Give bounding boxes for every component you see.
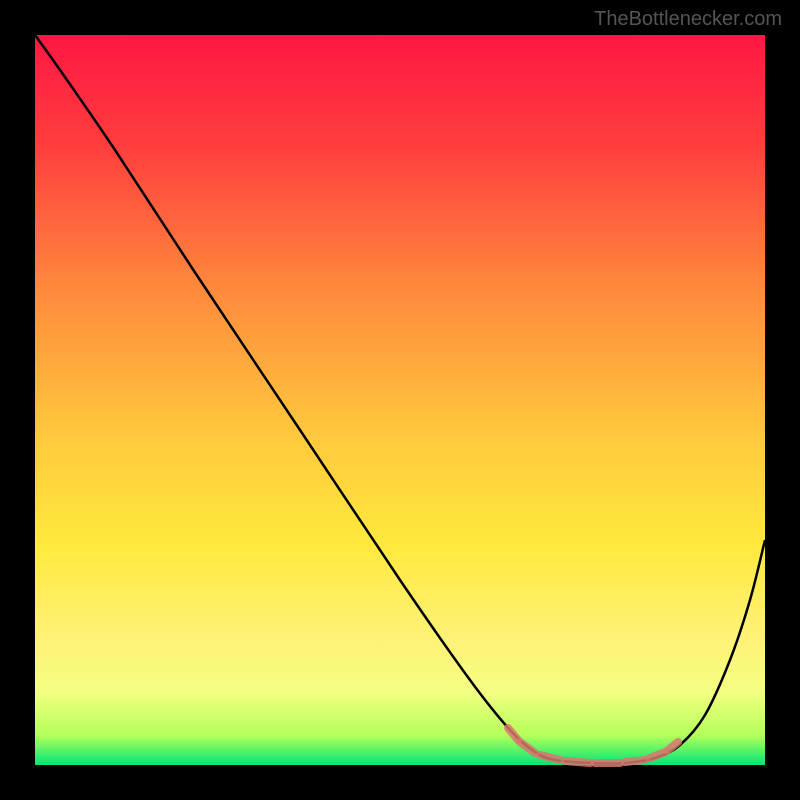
bottom-marker-segment: [565, 761, 590, 763]
bottom-marker-segment: [540, 755, 560, 760]
watermark-text: TheBottlenecker.com: [594, 8, 782, 31]
bottom-marker-segment: [625, 760, 645, 762]
bottleneck-chart: TheBottlenecker.com: [0, 0, 800, 800]
chart-svg: [0, 0, 800, 800]
chart-background: [35, 35, 765, 765]
bottom-marker-segment: [650, 752, 665, 758]
